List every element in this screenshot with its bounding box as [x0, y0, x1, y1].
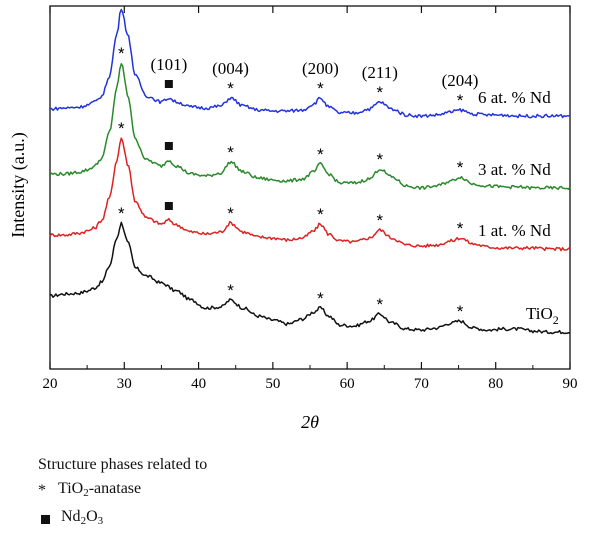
annotation-layer: (101)(101)(004)(200)(211)(204) — [150, 55, 479, 90]
asterisk-marker: * — [457, 158, 464, 177]
hkl-label: (204) — [442, 71, 479, 90]
series-line-3 — [49, 8, 571, 119]
asterisk-marker: * — [377, 83, 384, 102]
asterisk-marker: * — [317, 205, 324, 224]
y-axis-title: Intensity (a.u.) — [8, 132, 29, 237]
asterisk-marker: * — [118, 0, 125, 8]
x-tick-label: 90 — [563, 376, 578, 392]
legend-item-anatase-label: TiO2-anatase — [58, 480, 142, 499]
asterisk-marker: * — [227, 204, 234, 223]
series-label: TiO2 — [526, 304, 559, 327]
marker-layer: * * * * * * * * * * * * * * * * * * * * — [118, 0, 464, 321]
x-tick-label: 20 — [43, 376, 58, 392]
asterisk-marker: * — [377, 295, 384, 314]
series-label: 6 at. % Nd — [478, 88, 551, 107]
x-axis-title: 2θ — [301, 412, 319, 432]
series-layer: TiO2 1 at. % Nd 3 at. % Nd 6 at. % Nd — [49, 8, 571, 335]
series-label: 3 at. % Nd — [478, 160, 551, 179]
asterisk-marker: * — [118, 44, 125, 63]
legend-item-nd2o3-label: Nd2O3 — [61, 508, 104, 527]
phase-legend: Structure phases related to * TiO2-anata… — [38, 453, 207, 533]
hkl-label: (004) — [212, 59, 249, 78]
asterisk-marker: * — [227, 143, 234, 162]
hkl-label: (200) — [302, 59, 339, 78]
asterisk-marker: * — [227, 79, 234, 98]
x-tick-label: 30 — [117, 376, 132, 392]
legend-item-anatase: * TiO2-anatase — [38, 477, 207, 505]
x-tick-label: 60 — [340, 376, 355, 392]
hkl-label: (101) — [150, 55, 187, 74]
asterisk-marker: * — [457, 91, 464, 110]
x-tick-label: 70 — [414, 376, 429, 392]
square-icon — [41, 514, 50, 524]
legend-item-nd2o3: Nd2O3 — [38, 505, 207, 533]
asterisk-marker: * — [377, 150, 384, 169]
asterisk-marker: * — [317, 79, 324, 98]
asterisk-marker: * — [377, 211, 384, 230]
hkl-label: (211) — [362, 63, 398, 82]
asterisk-icon: * — [38, 482, 46, 499]
asterisk-marker: * — [317, 145, 324, 164]
series-line-2 — [49, 63, 571, 191]
series-line-1 — [49, 137, 571, 252]
axis-layer: 20 30 40 50 60 70 80 90 — [43, 6, 578, 392]
series-line-0 — [49, 221, 571, 335]
square-marker — [164, 80, 173, 88]
square-marker — [164, 202, 173, 210]
asterisk-marker: * — [317, 289, 324, 308]
asterisk-marker: * — [118, 119, 125, 138]
series-label: 1 at. % Nd — [478, 221, 551, 240]
x-tick-label: 40 — [191, 376, 206, 392]
square-marker — [164, 142, 173, 150]
asterisk-marker: * — [227, 281, 234, 300]
x-tick-label: 50 — [265, 376, 280, 392]
x-tick-label: 80 — [488, 376, 503, 392]
legend-title: Structure phases related to — [38, 456, 208, 473]
asterisk-marker: * — [118, 204, 125, 223]
asterisk-marker: * — [457, 219, 464, 238]
asterisk-marker: * — [457, 302, 464, 321]
